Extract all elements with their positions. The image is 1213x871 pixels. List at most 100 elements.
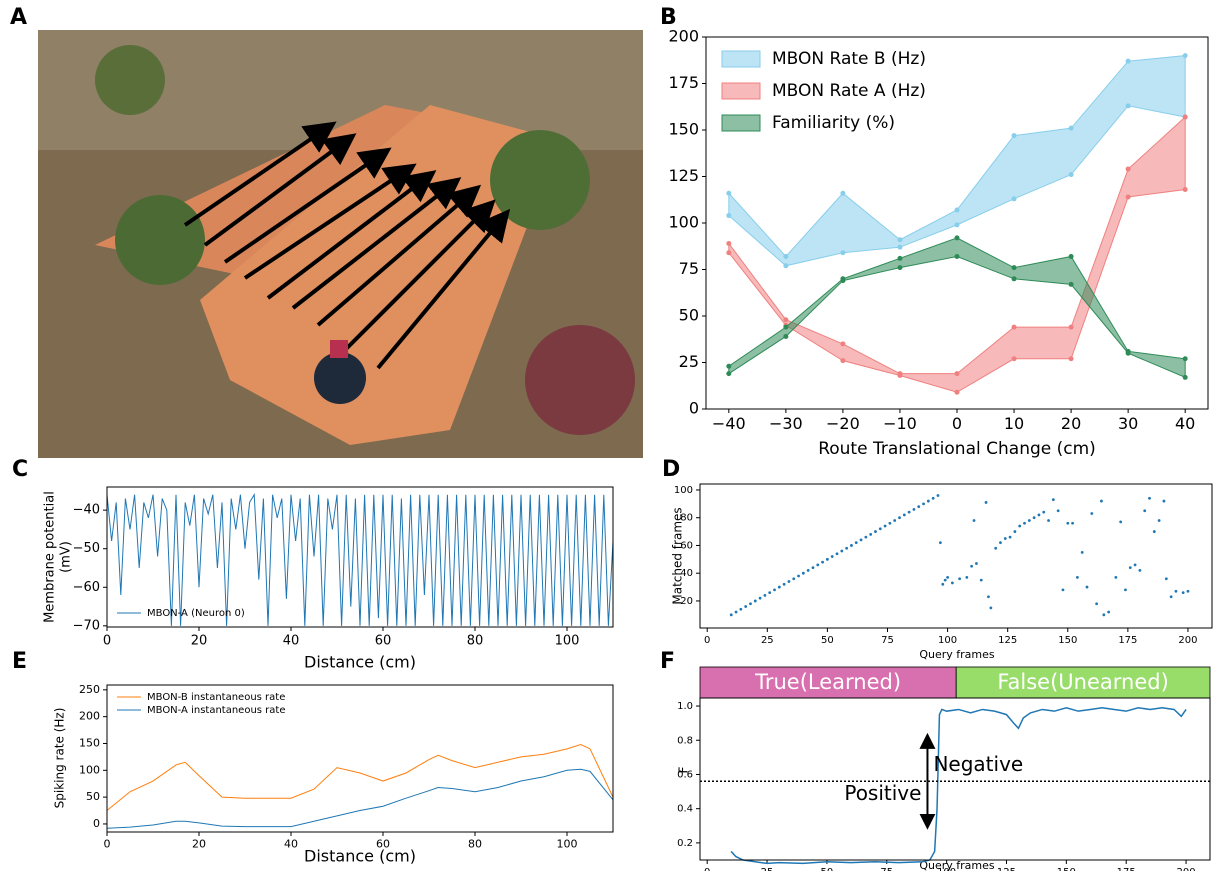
point [973, 519, 976, 522]
point [792, 577, 795, 580]
point [1069, 325, 1074, 330]
point [913, 508, 916, 511]
point [1009, 536, 1012, 539]
x-axis-label: Distance (cm) [304, 653, 416, 672]
x-tick-label: 20 [191, 633, 208, 648]
point [783, 317, 788, 322]
line [107, 769, 613, 828]
y-tick-label: 150 [668, 120, 699, 139]
point [939, 541, 942, 544]
point [1012, 196, 1017, 201]
annotation: Negative [933, 752, 1023, 776]
point [864, 536, 867, 539]
y-tick-label: 175 [668, 73, 699, 92]
x-tick-label: 50 [821, 635, 834, 646]
point [845, 547, 848, 550]
point [821, 561, 824, 564]
y-axis-label: Matched frames [671, 507, 685, 604]
point [1107, 611, 1110, 614]
y-tick-label: −50 [73, 541, 100, 556]
point [965, 576, 968, 579]
point [985, 501, 988, 504]
x-tick-label: 20 [1061, 414, 1081, 433]
x-tick-label: 40 [1175, 414, 1195, 433]
x-tick-label: 175 [1118, 635, 1137, 646]
point [917, 505, 920, 508]
point [955, 390, 960, 395]
x-tick-label: −40 [712, 414, 746, 433]
point [946, 576, 949, 579]
legend-swatch [722, 51, 760, 67]
x-tick-label: 30 [1118, 414, 1138, 433]
x-tick-label: 0 [952, 414, 962, 433]
point [1129, 566, 1132, 569]
point [826, 558, 829, 561]
x-tick-label: −10 [883, 414, 917, 433]
point [726, 241, 731, 246]
point [987, 595, 990, 598]
point [927, 500, 930, 503]
point [726, 213, 731, 218]
point [1012, 276, 1017, 281]
point [970, 565, 973, 568]
x-tick-label: 100 [938, 635, 957, 646]
legend-label: MBON-A instantaneous rate [147, 705, 285, 716]
shrub [95, 45, 165, 115]
point [768, 591, 771, 594]
y-tick-label: 75 [679, 259, 699, 278]
point [840, 358, 845, 363]
point [807, 569, 810, 572]
point [1100, 500, 1103, 503]
point [735, 611, 738, 614]
x-tick-label: 60 [375, 633, 392, 648]
y-tick-label: 0 [689, 399, 699, 418]
robot [314, 352, 366, 404]
y-tick-label: 100 [79, 763, 100, 776]
x-tick-label: 0 [104, 838, 111, 851]
point [1062, 588, 1065, 591]
point [1102, 613, 1105, 616]
plot-frame [700, 484, 1212, 628]
point [884, 525, 887, 528]
point [730, 613, 733, 616]
y-axis-label: Spiking rate (Hz) [53, 708, 67, 809]
point [1126, 59, 1131, 64]
panel-label: D [662, 457, 680, 482]
y-tick-label: 50 [86, 790, 100, 803]
point [836, 552, 839, 555]
point [955, 235, 960, 240]
point [840, 550, 843, 553]
point [874, 530, 877, 533]
point [1047, 519, 1050, 522]
point [802, 572, 805, 575]
y-tick-label: 50 [679, 306, 699, 325]
x-axis-label: Route Translational Change (cm) [818, 439, 1096, 459]
y-tick-label: 200 [668, 27, 699, 46]
y-tick-label: −70 [73, 618, 100, 633]
point [922, 502, 925, 505]
panel-label: E [12, 649, 27, 674]
line [107, 495, 613, 626]
point [726, 371, 731, 376]
point [1165, 577, 1168, 580]
x-tick-label: 25 [761, 867, 774, 871]
point [1018, 525, 1021, 528]
point [759, 597, 762, 600]
point [1114, 576, 1117, 579]
point [1013, 530, 1016, 533]
point [1148, 497, 1151, 500]
point [840, 276, 845, 281]
point [783, 263, 788, 268]
x-tick-label: 80 [468, 838, 482, 851]
legend-label: MBON Rate A (Hz) [772, 81, 926, 101]
point [941, 583, 944, 586]
point [1069, 282, 1074, 287]
point [726, 250, 731, 255]
point [1187, 590, 1190, 593]
point [1158, 519, 1161, 522]
y-tick-label: 1.0 [677, 701, 693, 712]
point [980, 579, 983, 582]
x-tick-label: −30 [769, 414, 803, 433]
x-tick-label: 100 [557, 838, 578, 851]
y-tick-label: 0.8 [677, 735, 693, 746]
